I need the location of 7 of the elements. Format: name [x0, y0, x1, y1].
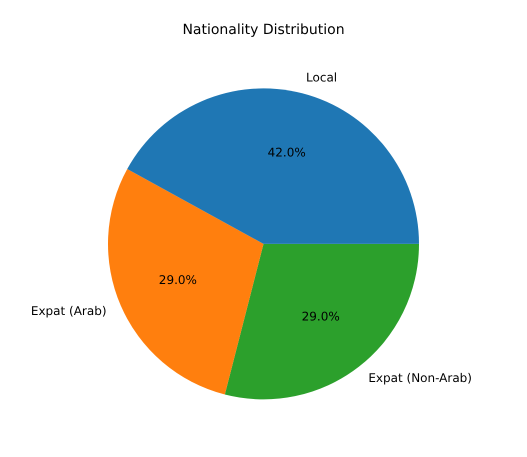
data-label: 29.0% — [302, 310, 340, 324]
slice-label: Expat (Arab) — [30, 304, 107, 318]
slice-label: Expat (Non-Arab) — [368, 371, 472, 386]
chart-title: Nationality Distribution — [182, 22, 345, 38]
data-label: 29.0% — [158, 273, 197, 288]
data-label: 42.0% — [268, 146, 306, 160]
slice-label: Local — [306, 70, 338, 84]
